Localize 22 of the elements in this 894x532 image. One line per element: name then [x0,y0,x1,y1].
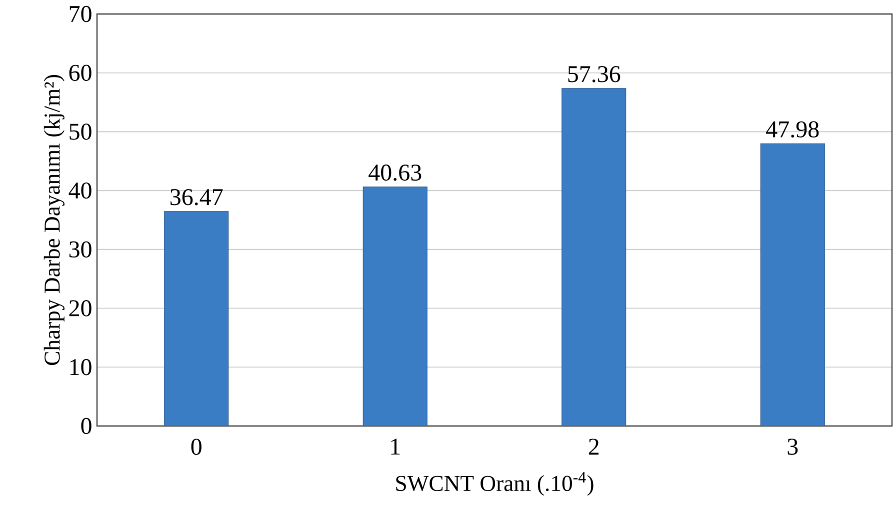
data-label: 47.98 [766,121,819,138]
data-label: 57.36 [568,66,620,82]
x-tick-label: 1 [391,438,400,455]
x-tick-label: 0 [191,438,202,455]
y-tick-label: 40 [68,182,92,199]
y-tick-label: 10 [70,359,92,376]
y-axis-title: Charpy Darbe Dayanımı (kj/m²) [44,75,64,366]
x-axis-title: SWCNT Oranı (.10$^{-4}$) [396,472,594,496]
data-label: 40.63 [368,164,422,181]
bar [362,186,428,426]
y-tick-label: 60 [69,64,92,81]
x-tick-label: 3 [788,438,798,455]
y-tick-label: 0 [81,418,92,434]
y-tick-label: 50 [70,124,92,140]
bar [562,88,626,426]
bar [164,211,229,426]
y-tick-label: 30 [69,241,92,258]
y-tick-label: 20 [69,300,92,316]
x-tick-label: 2 [588,438,599,455]
bar [760,143,825,426]
data-label: 36.47 [170,189,223,206]
y-tick-label: 70 [70,6,92,22]
